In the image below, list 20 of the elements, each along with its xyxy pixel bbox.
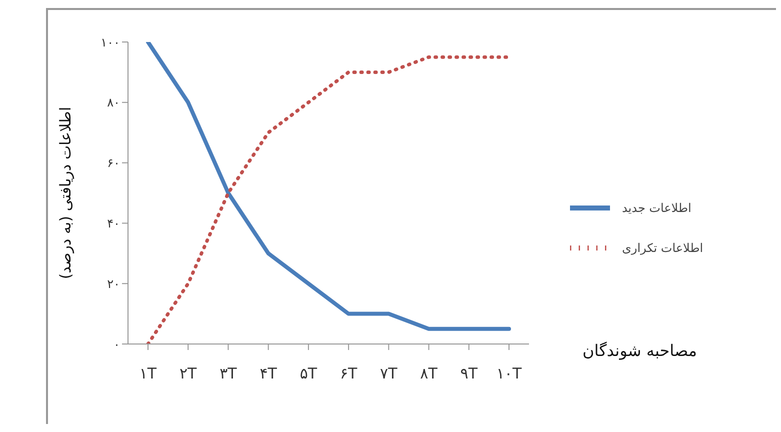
y-axis-title: اطلاعات دریافتی (به درصد)	[56, 106, 74, 280]
x-tick-label: ۱T	[139, 364, 158, 383]
x-tick-label: ۶T	[340, 364, 358, 383]
y-tick-label: ۸۰	[107, 96, 120, 110]
y-tick-label: ۶۰	[107, 156, 120, 170]
y-tick-label: ۴۰	[107, 216, 120, 230]
x-tick-label: ۹T	[460, 364, 478, 383]
y-tick-label: ۰	[114, 337, 120, 352]
y-tick-label: ۲۰	[107, 276, 120, 291]
legend-label: اطلاعات جدید	[622, 201, 692, 216]
x-tick-label: ۳T	[220, 364, 238, 383]
x-tick-label: ۴T	[260, 364, 278, 383]
x-tick-label: ۵T	[300, 364, 318, 383]
x-tick-label: ۸T	[420, 364, 438, 383]
legend-label: اطلاعات تکراری	[622, 241, 704, 256]
text: مصاحبه شوندگان	[582, 341, 697, 360]
x-tick-label: ۱۰T	[496, 364, 522, 383]
x-tick-label: ۷T	[380, 364, 398, 383]
x-tick-label: ۲T	[179, 364, 198, 383]
y-tick-label: ۱۰۰	[100, 35, 120, 50]
